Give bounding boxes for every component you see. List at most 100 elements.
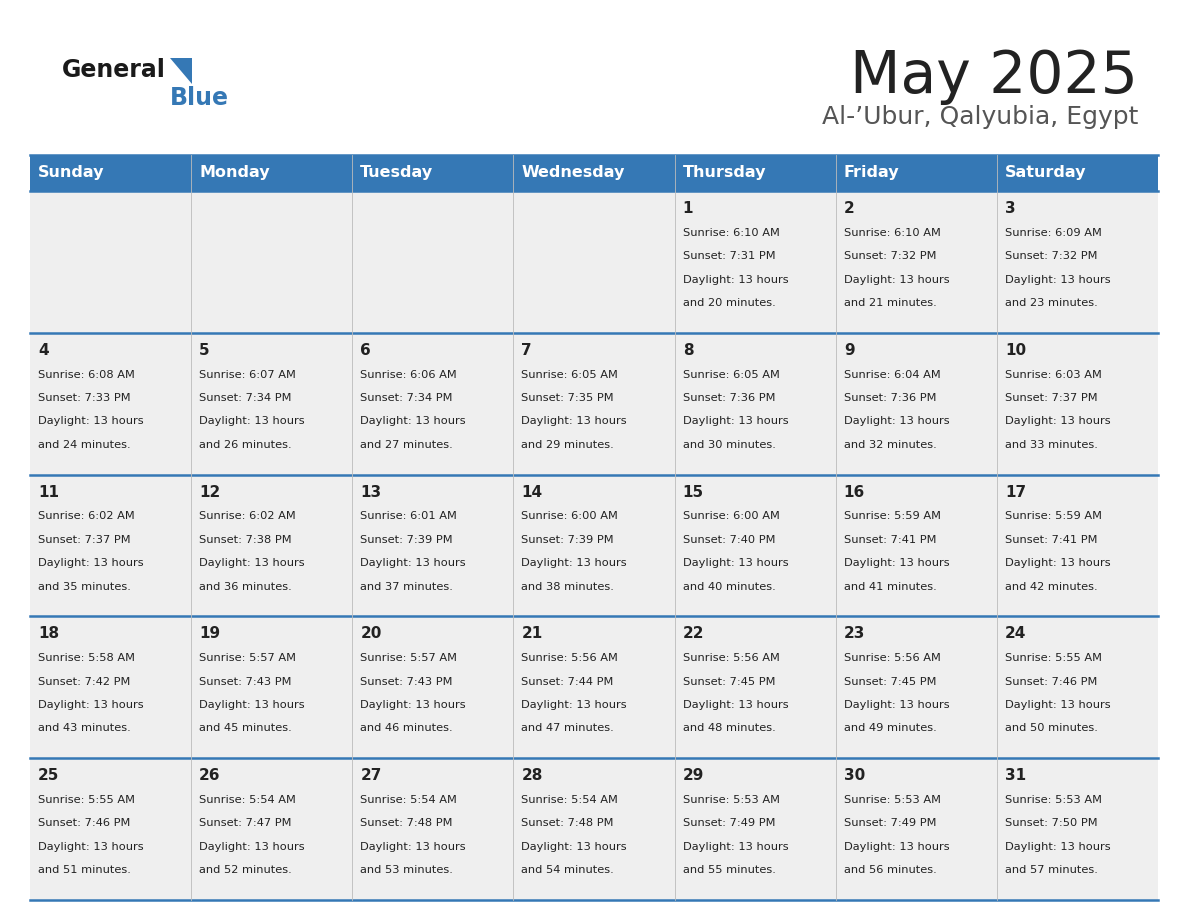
Text: Sunrise: 5:53 AM: Sunrise: 5:53 AM	[1005, 795, 1102, 805]
Text: Daylight: 13 hours: Daylight: 13 hours	[683, 842, 789, 852]
Text: Daylight: 13 hours: Daylight: 13 hours	[1005, 558, 1111, 568]
Text: and 56 minutes.: and 56 minutes.	[843, 866, 936, 875]
Text: Sunset: 7:43 PM: Sunset: 7:43 PM	[360, 677, 453, 687]
Text: 29: 29	[683, 768, 704, 783]
Bar	[997, 475, 1158, 616]
Text: Daylight: 13 hours: Daylight: 13 hours	[200, 700, 305, 710]
Text: Daylight: 13 hours: Daylight: 13 hours	[683, 700, 789, 710]
Text: and 52 minutes.: and 52 minutes.	[200, 866, 292, 875]
Text: 19: 19	[200, 626, 220, 642]
Text: Sunset: 7:43 PM: Sunset: 7:43 PM	[200, 677, 292, 687]
Text: Daylight: 13 hours: Daylight: 13 hours	[38, 558, 144, 568]
Text: Sunrise: 6:01 AM: Sunrise: 6:01 AM	[360, 511, 457, 521]
Text: Sunrise: 6:05 AM: Sunrise: 6:05 AM	[683, 370, 779, 380]
Bar	[675, 191, 835, 333]
Text: 5: 5	[200, 342, 210, 358]
Text: Sunset: 7:34 PM: Sunset: 7:34 PM	[360, 393, 453, 403]
Text: Sunrise: 5:54 AM: Sunrise: 5:54 AM	[360, 795, 457, 805]
Text: and 40 minutes.: and 40 minutes.	[683, 582, 776, 592]
Text: 12: 12	[200, 485, 221, 499]
Text: Sunset: 7:47 PM: Sunset: 7:47 PM	[200, 819, 292, 828]
Text: 15: 15	[683, 485, 703, 499]
Bar	[353, 758, 513, 900]
Text: Daylight: 13 hours: Daylight: 13 hours	[683, 417, 789, 427]
Text: Sunrise: 5:53 AM: Sunrise: 5:53 AM	[683, 795, 779, 805]
Text: Monday: Monday	[200, 165, 270, 181]
Bar	[191, 475, 353, 616]
Bar	[675, 475, 835, 616]
Text: 8: 8	[683, 342, 694, 358]
Text: Daylight: 13 hours: Daylight: 13 hours	[200, 417, 305, 427]
Text: Sunset: 7:39 PM: Sunset: 7:39 PM	[360, 535, 453, 545]
Text: and 36 minutes.: and 36 minutes.	[200, 582, 292, 592]
Text: Sunset: 7:36 PM: Sunset: 7:36 PM	[683, 393, 775, 403]
Text: 26: 26	[200, 768, 221, 783]
Bar	[191, 616, 353, 758]
Bar	[191, 155, 353, 191]
Text: Sunset: 7:36 PM: Sunset: 7:36 PM	[843, 393, 936, 403]
Text: Sunset: 7:32 PM: Sunset: 7:32 PM	[843, 252, 936, 262]
Text: Sunset: 7:49 PM: Sunset: 7:49 PM	[683, 819, 775, 828]
Text: Sunrise: 5:57 AM: Sunrise: 5:57 AM	[200, 654, 296, 664]
Text: Daylight: 13 hours: Daylight: 13 hours	[843, 274, 949, 285]
Text: Sunrise: 6:09 AM: Sunrise: 6:09 AM	[1005, 228, 1101, 238]
Text: Sunrise: 6:05 AM: Sunrise: 6:05 AM	[522, 370, 619, 380]
Text: Wednesday: Wednesday	[522, 165, 625, 181]
Bar	[997, 155, 1158, 191]
Bar	[30, 758, 191, 900]
Bar	[835, 155, 997, 191]
Bar	[835, 616, 997, 758]
Text: Sunrise: 5:57 AM: Sunrise: 5:57 AM	[360, 654, 457, 664]
Text: and 43 minutes.: and 43 minutes.	[38, 723, 131, 733]
Text: Sunset: 7:46 PM: Sunset: 7:46 PM	[38, 819, 131, 828]
Bar	[30, 191, 191, 333]
Text: Sunset: 7:40 PM: Sunset: 7:40 PM	[683, 535, 775, 545]
Text: Daylight: 13 hours: Daylight: 13 hours	[522, 417, 627, 427]
Text: Sunrise: 5:56 AM: Sunrise: 5:56 AM	[843, 654, 941, 664]
Text: 28: 28	[522, 768, 543, 783]
Text: and 41 minutes.: and 41 minutes.	[843, 582, 936, 592]
Text: Sunset: 7:48 PM: Sunset: 7:48 PM	[522, 819, 614, 828]
Text: Sunrise: 5:55 AM: Sunrise: 5:55 AM	[38, 795, 135, 805]
Text: Sunset: 7:45 PM: Sunset: 7:45 PM	[843, 677, 936, 687]
Text: Daylight: 13 hours: Daylight: 13 hours	[522, 558, 627, 568]
Text: and 26 minutes.: and 26 minutes.	[200, 440, 292, 450]
Text: 30: 30	[843, 768, 865, 783]
Text: 25: 25	[38, 768, 59, 783]
Text: and 42 minutes.: and 42 minutes.	[1005, 582, 1098, 592]
Text: 14: 14	[522, 485, 543, 499]
Text: Sunrise: 5:54 AM: Sunrise: 5:54 AM	[522, 795, 619, 805]
Text: and 24 minutes.: and 24 minutes.	[38, 440, 131, 450]
Text: 7: 7	[522, 342, 532, 358]
Text: Sunrise: 6:02 AM: Sunrise: 6:02 AM	[38, 511, 134, 521]
Text: 4: 4	[38, 342, 49, 358]
Text: Sunrise: 6:03 AM: Sunrise: 6:03 AM	[1005, 370, 1101, 380]
Text: and 50 minutes.: and 50 minutes.	[1005, 723, 1098, 733]
Text: Sunset: 7:41 PM: Sunset: 7:41 PM	[1005, 535, 1098, 545]
Bar	[30, 333, 191, 475]
Bar	[835, 475, 997, 616]
Text: 1: 1	[683, 201, 693, 216]
Text: Sunrise: 5:56 AM: Sunrise: 5:56 AM	[683, 654, 779, 664]
Text: Sunset: 7:45 PM: Sunset: 7:45 PM	[683, 677, 775, 687]
Text: Sunrise: 5:56 AM: Sunrise: 5:56 AM	[522, 654, 619, 664]
Text: Daylight: 13 hours: Daylight: 13 hours	[843, 700, 949, 710]
Text: Sunset: 7:38 PM: Sunset: 7:38 PM	[200, 535, 292, 545]
Text: Sunrise: 6:07 AM: Sunrise: 6:07 AM	[200, 370, 296, 380]
Text: and 47 minutes.: and 47 minutes.	[522, 723, 614, 733]
Bar	[353, 333, 513, 475]
Text: Sunset: 7:31 PM: Sunset: 7:31 PM	[683, 252, 776, 262]
Bar	[353, 191, 513, 333]
Text: 22: 22	[683, 626, 704, 642]
Bar	[513, 191, 675, 333]
Bar	[30, 616, 191, 758]
Text: Sunday: Sunday	[38, 165, 105, 181]
Text: 10: 10	[1005, 342, 1026, 358]
Bar	[835, 333, 997, 475]
Text: and 29 minutes.: and 29 minutes.	[522, 440, 614, 450]
Text: Al-’Ubur, Qalyubia, Egypt: Al-’Ubur, Qalyubia, Egypt	[822, 105, 1138, 129]
Text: Sunrise: 6:06 AM: Sunrise: 6:06 AM	[360, 370, 457, 380]
Text: 6: 6	[360, 342, 371, 358]
Text: Sunrise: 6:02 AM: Sunrise: 6:02 AM	[200, 511, 296, 521]
Text: 18: 18	[38, 626, 59, 642]
